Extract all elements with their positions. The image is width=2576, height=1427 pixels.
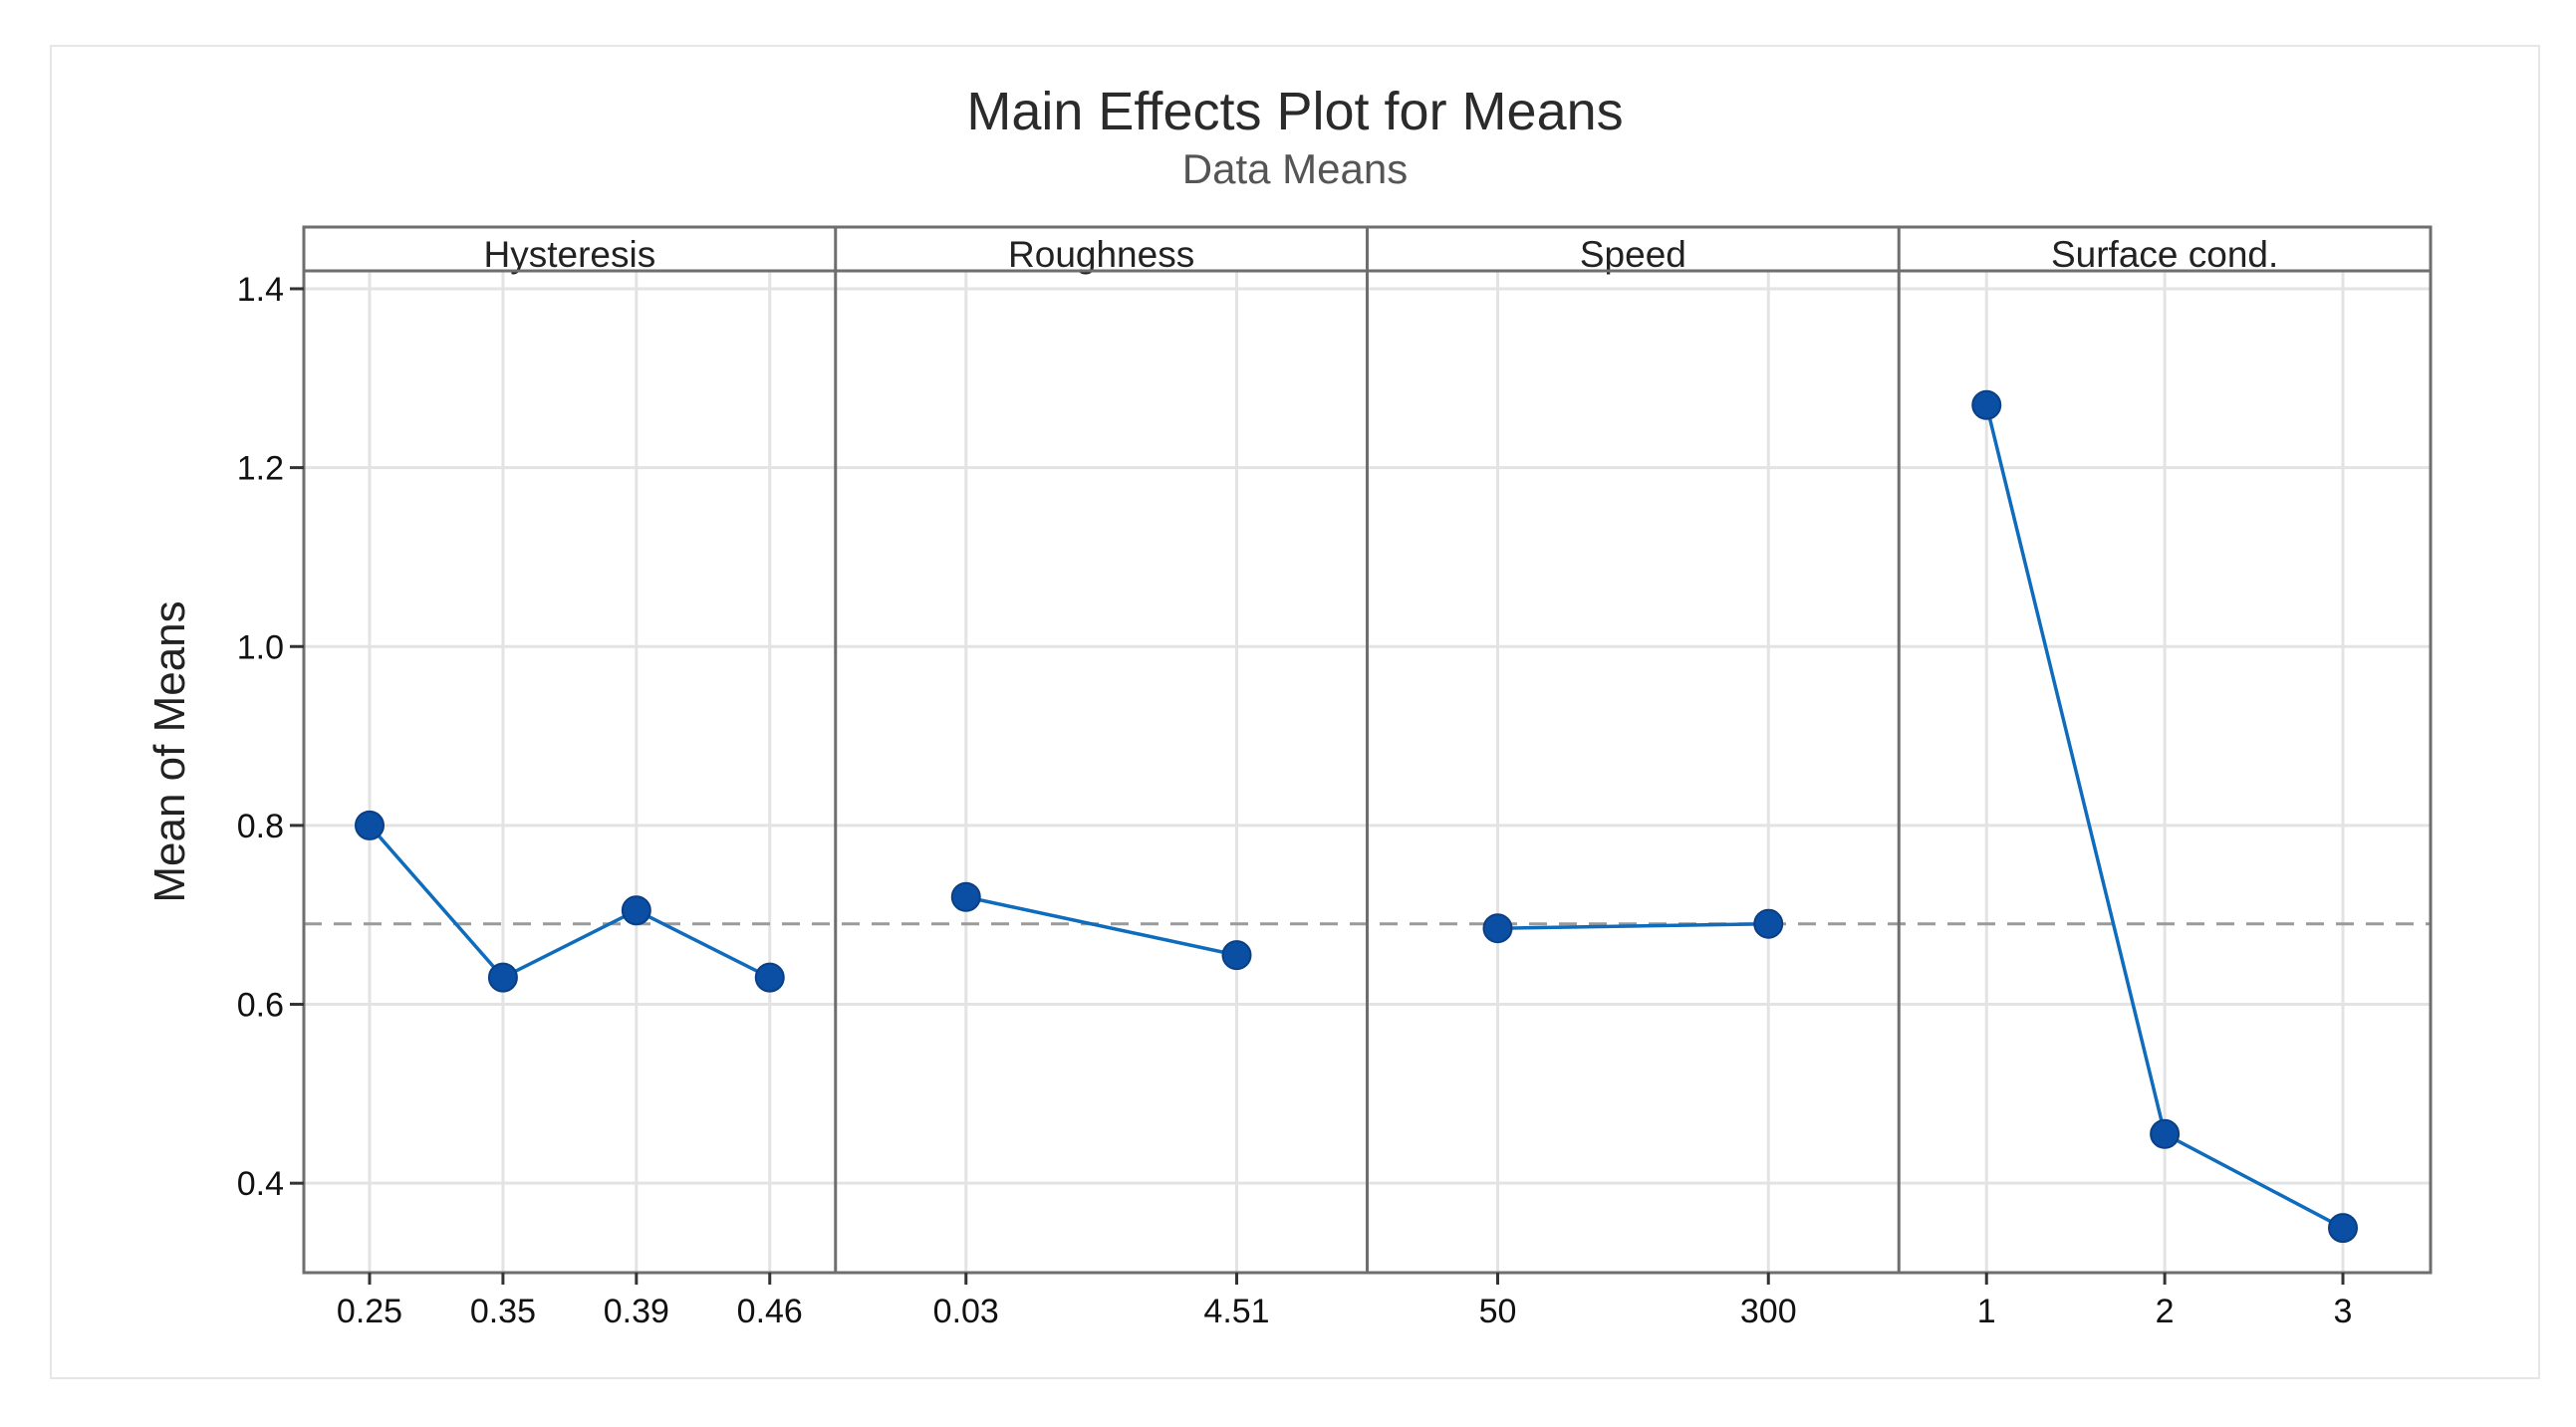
- data-point: [2150, 1118, 2181, 1149]
- chart-frame: [50, 45, 2540, 1379]
- data-point: [950, 881, 981, 912]
- x-tick-label: 4.51: [1203, 1293, 1269, 1330]
- x-tick-label: 3: [2334, 1293, 2353, 1330]
- y-tick-label: 1.2: [237, 450, 284, 488]
- y-tick-label: 0.6: [237, 987, 284, 1025]
- x-tick-label: 0.03: [933, 1293, 999, 1330]
- x-tick-label: 0.39: [604, 1293, 669, 1330]
- x-tick-label: 0.25: [337, 1293, 402, 1330]
- x-tick-label: 1: [1977, 1293, 1996, 1330]
- y-tick-label: 1.4: [237, 271, 284, 309]
- data-point: [487, 962, 518, 993]
- panel-label: Hysteresis: [484, 234, 656, 275]
- plot-area: Hysteresis 0.25 0.35 0.39 0.46 Roughness 0.03 4…: [237, 225, 2433, 1330]
- data-point: [1753, 908, 1784, 939]
- data-point: [1221, 940, 1252, 971]
- x-tick-label: 2: [2156, 1293, 2175, 1330]
- data-point: [754, 962, 785, 993]
- y-tick-label: 0.4: [237, 1165, 284, 1203]
- data-point: [355, 810, 385, 840]
- data-point: [1971, 389, 2002, 420]
- data-point: [2328, 1213, 2358, 1244]
- panel-label: Speed: [1580, 234, 1686, 275]
- chart-title: Main Effects Plot for Means: [966, 82, 1623, 141]
- chart-subtitle: Data Means: [1182, 145, 1408, 192]
- x-tick-label: 50: [1479, 1293, 1517, 1330]
- y-tick-label: 0.8: [237, 808, 284, 845]
- panel-label: Roughness: [1008, 234, 1194, 275]
- series-line: [1497, 921, 1769, 930]
- series-line: [368, 824, 771, 980]
- x-tick-label: 0.46: [737, 1293, 803, 1330]
- data-point: [621, 895, 651, 926]
- x-tick-label: 300: [1740, 1293, 1797, 1330]
- y-axis-label: Mean of Means: [145, 600, 194, 902]
- data-point: [1482, 913, 1513, 944]
- y-tick-label: 1.0: [237, 628, 284, 666]
- series-line: [965, 895, 1237, 957]
- x-tick-label: 0.35: [470, 1293, 536, 1330]
- panel-label: Surface cond.: [2051, 234, 2278, 275]
